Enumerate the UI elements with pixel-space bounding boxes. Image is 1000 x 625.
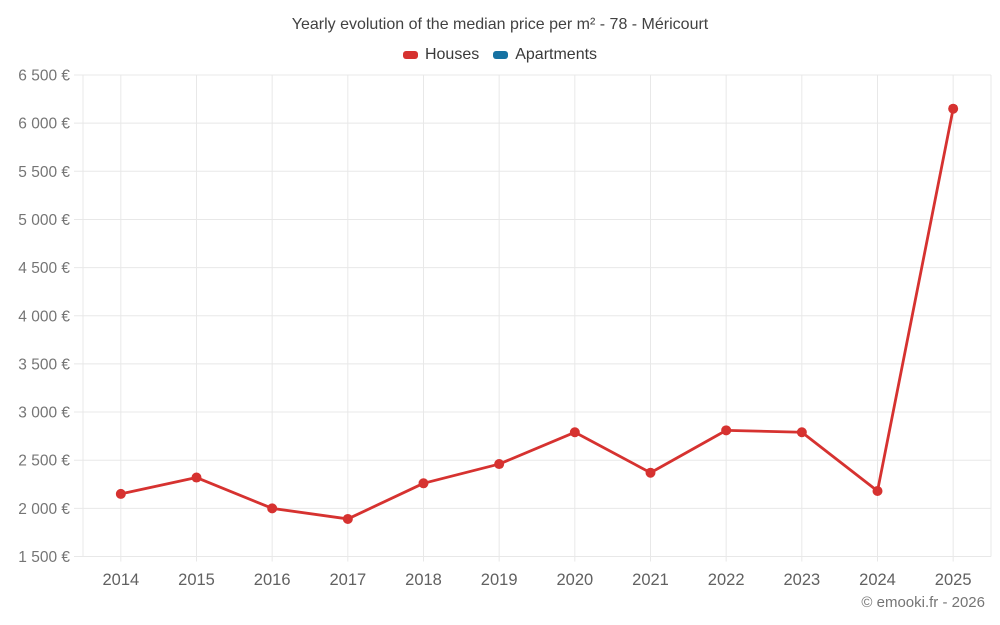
y-axis-label: 2 500 €: [18, 453, 70, 470]
legend-swatch-houses: [402, 51, 418, 59]
data-point[interactable]: [645, 467, 656, 478]
data-point[interactable]: [494, 459, 505, 470]
y-axis-label: 3 000 €: [18, 405, 70, 422]
x-axis-label: 2019: [481, 571, 518, 589]
x-axis-label: 2022: [708, 571, 745, 589]
data-point[interactable]: [872, 486, 883, 497]
legend-label-houses: Houses: [424, 46, 480, 63]
copyright-text: © emooki.fr - 2026: [861, 594, 985, 611]
y-axis-label: 5 500 €: [18, 164, 70, 181]
x-axis-label: 2024: [859, 571, 896, 589]
data-point[interactable]: [569, 427, 580, 438]
data-point[interactable]: [948, 103, 959, 114]
x-axis-label: 2023: [783, 571, 820, 589]
x-axis-label: 2014: [102, 571, 139, 589]
y-axis-label: 5 000 €: [18, 212, 70, 229]
data-point[interactable]: [721, 425, 732, 436]
x-axis-label: 2015: [178, 571, 215, 589]
y-axis-label: 3 500 €: [18, 356, 70, 373]
chart-title: Yearly evolution of the median price per…: [291, 16, 709, 33]
y-axis-label: 4 000 €: [18, 308, 70, 325]
y-axis-label: 6 500 €: [18, 68, 70, 85]
y-axis-label: 6 000 €: [18, 116, 70, 133]
legend-item-houses[interactable]: Houses: [402, 46, 480, 64]
data-point[interactable]: [115, 488, 126, 499]
legend-swatch-apartments: [493, 51, 509, 59]
data-point[interactable]: [342, 513, 353, 524]
data-point[interactable]: [267, 503, 278, 514]
data-point[interactable]: [191, 472, 202, 483]
x-axis-label: 2025: [935, 571, 972, 589]
x-axis-label: 2021: [632, 571, 669, 589]
x-axis-label: 2018: [405, 571, 442, 589]
y-axis-label: 2 000 €: [18, 501, 70, 518]
data-point[interactable]: [418, 478, 429, 489]
data-point[interactable]: [796, 427, 807, 438]
y-axis-label: 4 500 €: [18, 260, 70, 277]
y-axis-label: 1 500 €: [18, 549, 70, 566]
legend-label-apartments: Apartments: [515, 46, 598, 63]
x-axis-label: 2017: [329, 571, 366, 589]
x-axis-label: 2016: [254, 571, 291, 589]
x-axis-label: 2020: [556, 571, 593, 589]
chart-legend: Houses Apartments: [0, 46, 1000, 64]
legend-item-apartments[interactable]: Apartments: [493, 46, 597, 64]
series-line-houses: [119, 107, 955, 521]
